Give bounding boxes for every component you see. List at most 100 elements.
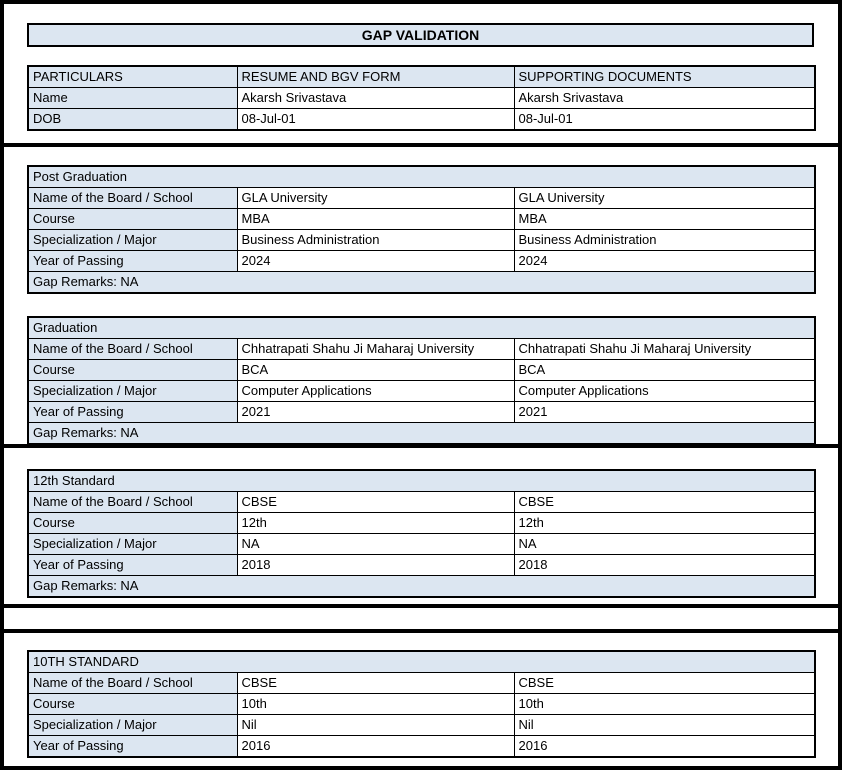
docs-value-cell: Nil [513, 714, 816, 736]
docs-value-cell: CBSE [513, 491, 816, 513]
gap-remarks-row: Gap Remarks: NA [27, 271, 816, 294]
page-box-12th-standard: 12th Standard Name of the Board / School… [0, 448, 842, 608]
resume-value-cell: Nil [236, 714, 515, 736]
page-box-title-area: GAP VALIDATION PARTICULARS RESUME AND BG… [0, 0, 842, 147]
docs-value-cell: 2016 [513, 735, 816, 758]
resume-value-cell: NA [236, 533, 515, 555]
table-row-course: Course 10th 10th [27, 693, 816, 715]
resume-value-cell: 10th [236, 693, 515, 715]
row-label-cell: Specialization / Major [27, 533, 238, 555]
row-label-cell: Year of Passing [27, 401, 238, 423]
docs-value-cell: Akarsh Srivastava [513, 87, 816, 109]
row-label-cell: Course [27, 208, 238, 230]
table-row-board: Name of the Board / School Chhatrapati S… [27, 338, 816, 360]
docs-value-cell: 10th [513, 693, 816, 715]
resume-value-cell: BCA [236, 359, 515, 381]
docs-value-cell: CBSE [513, 672, 816, 694]
resume-value-cell: MBA [236, 208, 515, 230]
row-label-cell: Year of Passing [27, 250, 238, 272]
page-box-10th-standard: 10TH STANDARD Name of the Board / School… [0, 633, 842, 770]
table-row-year: Year of Passing 2018 2018 [27, 554, 816, 576]
table-row-board: Name of the Board / School CBSE CBSE [27, 491, 816, 513]
section-table-10th-standard: 10TH STANDARD Name of the Board / School… [27, 650, 817, 758]
docs-value-cell: Chhatrapati Shahu Ji Maharaj University [513, 338, 816, 360]
row-label-cell: DOB [27, 108, 238, 131]
particulars-table: PARTICULARS RESUME AND BGV FORM SUPPORTI… [27, 65, 816, 131]
row-label-cell: Specialization / Major [27, 380, 238, 402]
gap-remarks-row: Gap Remarks: NA [27, 575, 816, 598]
gap-remarks-row: Gap Remarks: NA [27, 422, 816, 444]
row-label-cell: Year of Passing [27, 554, 238, 576]
docs-value-cell: 2018 [513, 554, 816, 576]
section-table-12th-standard: 12th Standard Name of the Board / School… [27, 469, 816, 598]
row-label-cell: Name of the Board / School [27, 187, 238, 209]
docs-value-cell: 2021 [513, 401, 816, 423]
docs-value-cell: NA [513, 533, 816, 555]
section-title-row: 12th Standard [27, 469, 816, 492]
row-label-cell: Specialization / Major [27, 714, 238, 736]
row-label-cell: Name of the Board / School [27, 672, 238, 694]
section-title: 12th Standard [27, 469, 816, 492]
column-header-particulars: PARTICULARS [27, 65, 238, 88]
page-box-postgrad-graduation: Post Graduation Name of the Board / Scho… [0, 147, 842, 448]
table-row-specialization: Specialization / Major Nil Nil [27, 714, 816, 736]
resume-value-cell: Chhatrapati Shahu Ji Maharaj University [236, 338, 515, 360]
docs-value-cell: BCA [513, 359, 816, 381]
section-title-row: 10TH STANDARD [27, 650, 816, 673]
row-label-cell: Specialization / Major [27, 229, 238, 251]
column-header-supporting-docs: SUPPORTING DOCUMENTS [513, 65, 816, 88]
table-row-name: Name Akarsh Srivastava Akarsh Srivastava [27, 87, 816, 109]
docs-value-cell: MBA [513, 208, 816, 230]
row-label-cell: Name of the Board / School [27, 338, 238, 360]
resume-value-cell: 12th [236, 512, 515, 534]
docs-value-cell: 12th [513, 512, 816, 534]
table-row-course: Course BCA BCA [27, 359, 816, 381]
row-label-cell: Year of Passing [27, 735, 238, 758]
resume-value-cell: 2016 [236, 735, 515, 758]
table-row-year: Year of Passing 2016 2016 [27, 735, 816, 758]
docs-value-cell: 08-Jul-01 [513, 108, 816, 131]
table-row-dob: DOB 08-Jul-01 08-Jul-01 [27, 108, 816, 131]
docs-value-cell: Computer Applications [513, 380, 816, 402]
table-row-specialization: Specialization / Major Business Administ… [27, 229, 816, 251]
row-label-cell: Course [27, 359, 238, 381]
row-label-cell: Course [27, 512, 238, 534]
particulars-header-row: PARTICULARS RESUME AND BGV FORM SUPPORTI… [27, 65, 816, 88]
resume-value-cell: 2018 [236, 554, 515, 576]
resume-value-cell: 08-Jul-01 [236, 108, 515, 131]
table-row-specialization: Specialization / Major NA NA [27, 533, 816, 555]
resume-value-cell: Akarsh Srivastava [236, 87, 515, 109]
table-row-year: Year of Passing 2024 2024 [27, 250, 816, 272]
docs-value-cell: Business Administration [513, 229, 816, 251]
row-label-cell: Name of the Board / School [27, 491, 238, 513]
table-row-course: Course 12th 12th [27, 512, 816, 534]
section-table-graduation: Graduation Name of the Board / School Ch… [27, 316, 817, 444]
resume-value-cell: CBSE [236, 672, 515, 694]
section-title: Graduation [27, 316, 816, 339]
resume-value-cell: Computer Applications [236, 380, 515, 402]
column-header-resume-bgv: RESUME AND BGV FORM [236, 65, 515, 88]
section-title-row: Post Graduation [27, 165, 816, 188]
resume-value-cell: Business Administration [236, 229, 515, 251]
table-row-course: Course MBA MBA [27, 208, 816, 230]
section-title: Post Graduation [27, 165, 816, 188]
section-title-row: Graduation [27, 316, 816, 339]
docs-value-cell: GLA University [513, 187, 816, 209]
table-row-year: Year of Passing 2021 2021 [27, 401, 816, 423]
resume-value-cell: 2024 [236, 250, 515, 272]
section-title: 10TH STANDARD [27, 650, 816, 673]
table-row-board: Name of the Board / School GLA Universit… [27, 187, 816, 209]
section-table-post-graduation: Post Graduation Name of the Board / Scho… [27, 165, 817, 294]
table-row-board: Name of the Board / School CBSE CBSE [27, 672, 816, 694]
docs-value-cell: 2024 [513, 250, 816, 272]
page-title: GAP VALIDATION [27, 23, 814, 47]
row-label-cell: Name [27, 87, 238, 109]
gap-remarks: Gap Remarks: NA [27, 422, 816, 444]
resume-value-cell: 2021 [236, 401, 515, 423]
row-label-cell: Course [27, 693, 238, 715]
page-box-spacer [0, 608, 842, 633]
resume-value-cell: CBSE [236, 491, 515, 513]
gap-remarks: Gap Remarks: NA [27, 271, 816, 294]
gap-remarks: Gap Remarks: NA [27, 575, 816, 598]
